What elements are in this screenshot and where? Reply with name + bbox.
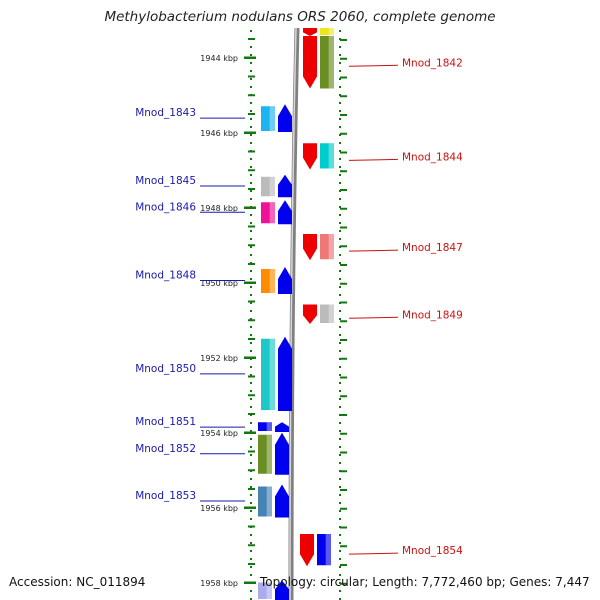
gene-box-mnod_1849 [320,304,334,323]
gene-arrow-mnod_1850 [278,336,292,411]
scale-tick-label: 1954 kbp [200,429,238,438]
gene-label-mnod_1853: Mnod_1853 [135,490,196,502]
gene-box-unlabeled-shade [266,582,272,599]
gene-leader-mnod_1854 [348,552,399,555]
gene-arrow-mnod_1853 [275,484,289,518]
gene-label-mnod_1842: Mnod_1842 [402,57,463,69]
gene-label-mnod_1846: Mnod_1846 [135,201,196,213]
scale-tick-label: 1952 kbp [200,354,238,363]
gene-arrow-mnod_1847 [303,234,317,261]
gene-leader-mnod_1842 [348,64,399,67]
gene-label-mnod_1852: Mnod_1852 [135,443,196,455]
gene-box-mnod_1847 [320,234,334,260]
scale-tick-label: 1948 kbp [200,204,238,213]
scale-tick-label: 1956 kbp [200,504,238,513]
gene-leader-mnod_1844 [348,158,399,161]
gene-box-unlabeled [258,582,272,599]
gene-label-mnod_1844: Mnod_1844 [402,151,463,163]
scale-tick-label: 1950 kbp [200,279,238,288]
gene-box-mnod_1851 [258,422,272,431]
accession-text: Accession: NC_011894 [9,575,146,589]
gene-leader-mnod_1847 [348,249,399,252]
gene-label-mnod_1849: Mnod_1849 [402,309,463,321]
gene-box-mnod_1854 [317,534,331,566]
gene-box-mnod_1844 [320,143,334,169]
gene-arrow-unlabeled [303,28,317,36]
gene-box-mnod_1849-shade [328,304,334,323]
gene-box-mnod_1846-shade [269,202,275,224]
gene-box-unlabeled-shade [328,28,334,35]
scale-tick-label: 1946 kbp [200,129,238,138]
gene-arrow-mnod_1845 [278,174,292,198]
genome-backbone [288,27,300,600]
gene-arrow-mnod_1851 [275,422,289,432]
gene-box-mnod_1851-shade [266,422,272,431]
scale-tick-label: 1944 kbp [200,54,238,63]
gene-box-mnod_1847-shade [328,234,334,260]
gene-label-mnod_1847: Mnod_1847 [402,242,463,254]
gene-box-mnod_1843 [261,106,275,131]
gene-leader-mnod_1849 [348,316,399,319]
gene-box-mnod_1850-shade [269,338,275,410]
gene-label-mnod_1854: Mnod_1854 [402,545,463,557]
gene-arrow-mnod_1844 [303,143,317,170]
gene-arrow-mnod_1852 [275,432,289,475]
gene-arrow-mnod_1846 [278,200,292,225]
gene-label-mnod_1851: Mnod_1851 [135,416,196,428]
gene-box-mnod_1853-shade [266,486,272,517]
gene-label-mnod_1843: Mnod_1843 [135,107,196,119]
gene-box-mnod_1853 [258,486,272,517]
gene-box-mnod_1850 [261,338,275,410]
gene-box-mnod_1844-shade [328,143,334,169]
gene-box-mnod_1848-shade [269,269,275,293]
gene-box-unlabeled [320,28,334,35]
gene-box-mnod_1842 [320,36,334,89]
genome-summary-text: Topology: circular; Length: 7,772,460 bp… [260,575,590,589]
map-title: Methylobacterium nodulans ORS 2060, comp… [104,9,496,25]
gene-box-mnod_1852-shade [266,434,272,474]
gene-label-mnod_1845: Mnod_1845 [135,175,196,187]
gene-box-mnod_1845 [261,176,275,197]
gene-box-mnod_1842-shade [328,36,334,89]
scale-tick-label: 1958 kbp [200,579,238,588]
gene-arrow-unlabeled [275,580,289,600]
gene-box-mnod_1845-shade [269,176,275,197]
gene-arrow-mnod_1854 [300,534,314,567]
gene-box-mnod_1848 [261,269,275,293]
gene-box-mnod_1843-shade [269,106,275,131]
gene-box-mnod_1846 [261,202,275,224]
gene-arrow-mnod_1843 [278,104,292,132]
gene-arrow-mnod_1849 [303,304,317,324]
gene-label-mnod_1850: Mnod_1850 [135,363,196,375]
gene-arrow-mnod_1848 [278,267,292,294]
genome-backbone-highlight [289,27,297,600]
gene-box-mnod_1852 [258,434,272,474]
gene-label-mnod_1848: Mnod_1848 [135,270,196,282]
gene-box-mnod_1854-shade [325,534,331,566]
gene-arrow-mnod_1842 [303,36,317,89]
